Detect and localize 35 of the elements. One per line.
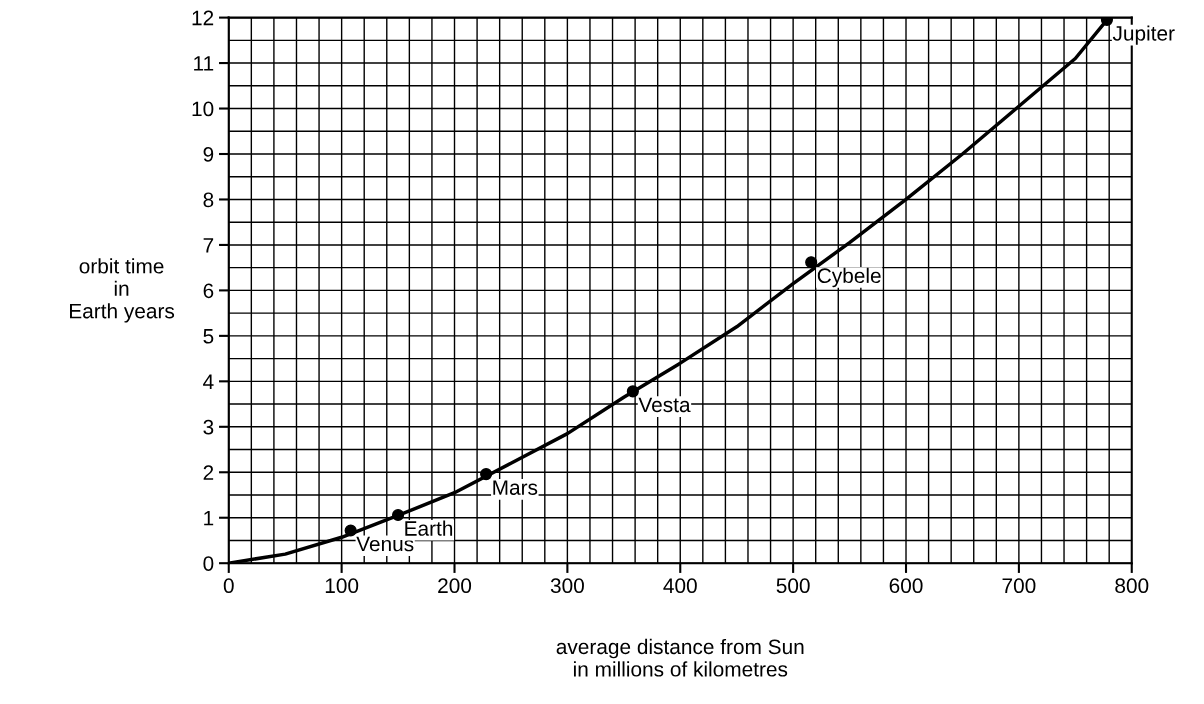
x-tick-label: 300	[550, 578, 584, 594]
x-tick-label: 100	[325, 578, 359, 594]
annotation: Jupiter	[1112, 25, 1175, 45]
point	[626, 385, 639, 398]
annotation: Vesta	[638, 397, 691, 413]
y-tick-label: 0	[203, 556, 214, 571]
annotation: Mars	[493, 480, 538, 495]
y-tick-label: 8	[203, 192, 214, 208]
y-tick-label: 10	[192, 101, 214, 117]
point	[480, 468, 493, 481]
y-tick-label: 4	[203, 374, 214, 389]
y-axis-title: orbit time in Earth years	[70, 258, 175, 323]
y-tick-label: 1	[204, 510, 214, 526]
x-tick-label: 200	[438, 578, 472, 594]
y-tick-label: 7	[203, 238, 214, 253]
y-tick-label: 3	[203, 419, 214, 435]
y-tick-label: 9	[203, 147, 214, 162]
y-tick-label: 2	[203, 465, 214, 480]
y-tick-label: 12	[192, 10, 214, 26]
annotation: Venus	[356, 536, 414, 552]
annotation: Cybele	[817, 267, 881, 288]
annotation: Earth	[405, 520, 453, 536]
point	[805, 256, 818, 269]
x-tick-label: 500	[776, 578, 810, 594]
y-tick-label: 11	[194, 56, 214, 71]
y-tick-label: 6	[203, 283, 214, 299]
x-tick-label: 0	[223, 578, 234, 594]
y-tick-label: 5	[203, 329, 214, 344]
x-tick-label: 700	[1002, 578, 1036, 594]
point	[391, 508, 405, 522]
x-axis-title: average distance from Sun in millions of kilometres	[556, 638, 804, 677]
x-tick-label: 600	[889, 578, 923, 594]
x-tick-label: 400	[663, 578, 697, 594]
point	[344, 524, 357, 537]
x-tick-label: 800	[1115, 578, 1149, 594]
